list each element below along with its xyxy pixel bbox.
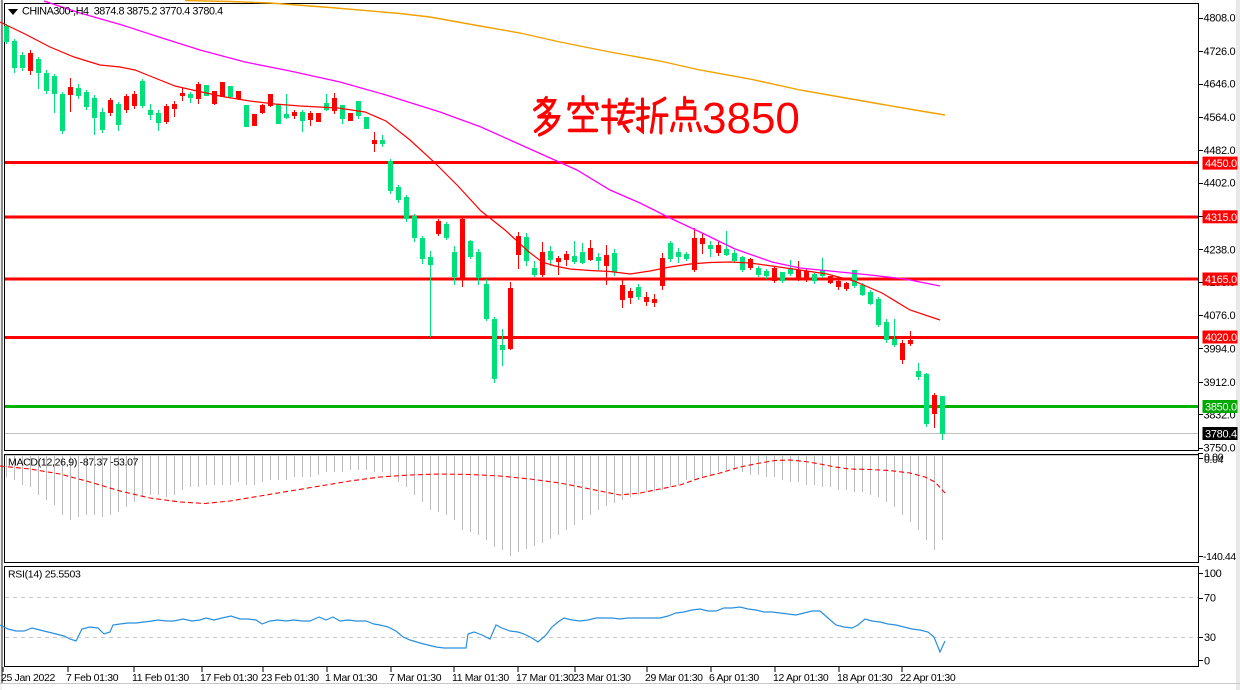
svg-text:4646.0: 4646.0 (1204, 79, 1236, 91)
svg-text:100: 100 (1204, 568, 1222, 580)
svg-text:4450.0: 4450.0 (1205, 158, 1237, 170)
svg-text:0.04: 0.04 (1204, 454, 1224, 466)
svg-text:7 Mar 01:30: 7 Mar 01:30 (389, 672, 442, 684)
svg-text:29 Mar 01:30: 29 Mar 01:30 (645, 672, 703, 684)
svg-text:3994.0: 3994.0 (1204, 344, 1236, 356)
svg-text:4564.0: 4564.0 (1204, 112, 1236, 124)
svg-text:7 Feb 01:30: 7 Feb 01:30 (66, 672, 119, 684)
svg-text:4020.0: 4020.0 (1205, 332, 1237, 344)
svg-text:0.00: 0.00 (1204, 452, 1224, 464)
svg-text:4165.0: 4165.0 (1205, 274, 1237, 286)
svg-text:11 Mar 01:30: 11 Mar 01:30 (452, 672, 509, 684)
svg-text:4315.0: 4315.0 (1205, 212, 1237, 224)
svg-text:MACD(12,26,9) -87.37 -53.07: MACD(12,26,9) -87.37 -53.07 (8, 457, 139, 469)
svg-text:3780.4: 3780.4 (1205, 429, 1237, 441)
svg-text:4238.0: 4238.0 (1204, 244, 1236, 256)
svg-text:25 Jan 2022: 25 Jan 2022 (1, 672, 55, 684)
svg-text:3912.0: 3912.0 (1204, 377, 1236, 389)
svg-text:4402.0: 4402.0 (1204, 178, 1236, 190)
svg-text:18 Apr 01:30: 18 Apr 01:30 (837, 672, 893, 684)
svg-text:70: 70 (1204, 593, 1216, 605)
svg-text:6 Apr 01:30: 6 Apr 01:30 (709, 672, 759, 684)
svg-text:17 Feb 01:30: 17 Feb 01:30 (200, 672, 258, 684)
svg-text:4076.0: 4076.0 (1204, 310, 1236, 322)
svg-text:3850: 3850 (702, 94, 800, 143)
svg-text:23 Mar 01:30: 23 Mar 01:30 (573, 672, 631, 684)
svg-text:3850.0: 3850.0 (1205, 402, 1237, 414)
svg-text:4726.0: 4726.0 (1204, 46, 1236, 58)
svg-text:1 Mar 01:30: 1 Mar 01:30 (325, 672, 378, 684)
svg-text:23 Feb 01:30: 23 Feb 01:30 (261, 672, 319, 684)
svg-text:4482.0: 4482.0 (1204, 145, 1236, 157)
svg-text:3750.0: 3750.0 (1204, 443, 1236, 455)
svg-text:11 Feb 01:30: 11 Feb 01:30 (132, 672, 189, 684)
svg-text:30: 30 (1204, 632, 1216, 644)
svg-text:12 Apr 01:30: 12 Apr 01:30 (773, 672, 829, 684)
svg-text:17 Mar 01:30: 17 Mar 01:30 (516, 672, 574, 684)
svg-text:4808.0: 4808.0 (1204, 13, 1236, 25)
svg-text:RSI(14) 25.5503: RSI(14) 25.5503 (8, 569, 81, 581)
svg-text:0: 0 (1204, 655, 1210, 667)
svg-text:-140.44: -140.44 (1203, 551, 1236, 563)
svg-text:22 Apr 01:30: 22 Apr 01:30 (900, 672, 956, 684)
svg-text:CHINA300-,H4 3874.8 3875.2 37: CHINA300-,H4 3874.8 3875.2 3770.4 3780.4 (22, 6, 223, 18)
